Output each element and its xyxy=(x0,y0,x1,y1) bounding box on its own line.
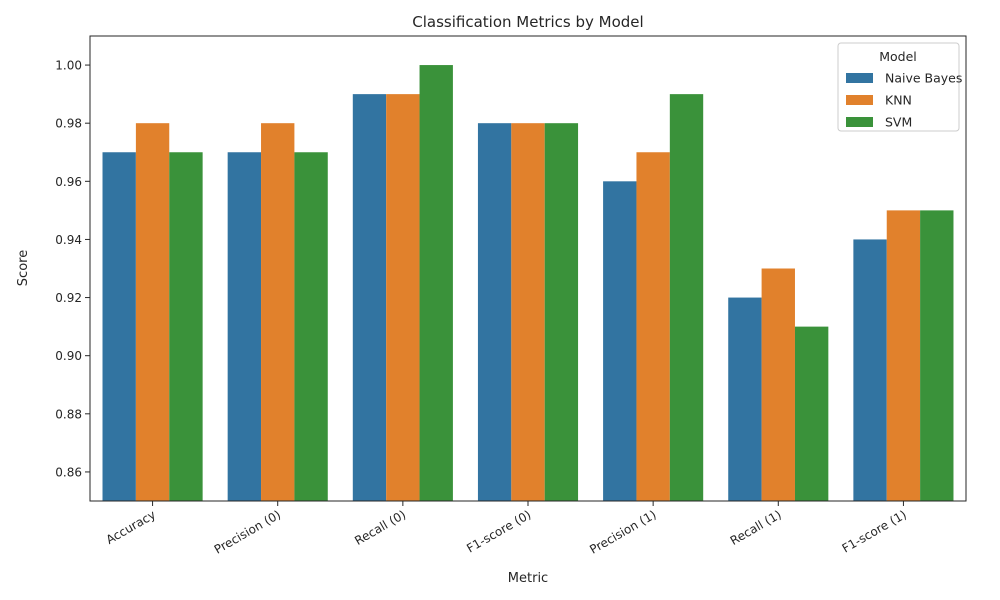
x-axis: Accuracy Precision (0) Recall (0) F1-score … xyxy=(104,501,909,557)
bar-naive-bayes-3 xyxy=(477,123,512,501)
y-tick-label: 0.90 xyxy=(55,349,82,363)
legend-swatch-naive-bayes xyxy=(846,73,873,83)
y-tick-label: 0.98 xyxy=(55,117,82,131)
legend-swatch-knn xyxy=(846,95,873,105)
bar-knn-4 xyxy=(636,152,670,501)
legend-box xyxy=(837,42,960,132)
legend-label-naive-bayes: Naive Bayes xyxy=(885,71,962,86)
bar-naive-bayes-5 xyxy=(728,297,762,501)
x-axis-label: Metric xyxy=(508,571,548,586)
legend-label-svm: SVM xyxy=(885,115,912,130)
x-tick-label: Recall (1) xyxy=(728,507,784,547)
bar-knn-5 xyxy=(761,268,795,501)
legend-swatch-svm xyxy=(846,117,873,127)
bar-knn-1 xyxy=(261,123,295,501)
bar-naive-bayes-4 xyxy=(603,181,637,501)
x-tick-label: F1-score (1) xyxy=(840,507,909,555)
x-tick-label: Precision (0) xyxy=(212,507,283,556)
y-axis: 0.86 0.88 0.90 0.92 0.94 0.96 0.98 1.00 xyxy=(55,59,90,479)
bar-svm-0 xyxy=(169,152,203,501)
chart-title: Classification Metrics by Model xyxy=(412,13,643,31)
bar-naive-bayes-1 xyxy=(227,152,262,501)
bar-svm-5 xyxy=(794,326,829,501)
bar-svm-4 xyxy=(669,94,704,501)
bar-svm-1 xyxy=(294,152,328,501)
bars-group xyxy=(102,65,954,501)
bar-svm-6 xyxy=(920,210,954,501)
bar-naive-bayes-0 xyxy=(102,152,136,501)
bar-knn-3 xyxy=(511,123,545,501)
legend-label-knn: KNN xyxy=(885,93,912,108)
x-tick-label: Recall (0) xyxy=(352,507,408,547)
y-tick-label: 0.94 xyxy=(55,233,82,247)
y-tick-label: 0.88 xyxy=(55,407,82,421)
x-tick-label: Accuracy xyxy=(104,507,158,547)
x-tick-label: Precision (1) xyxy=(587,507,658,556)
legend-title: Model xyxy=(879,49,917,64)
y-tick-label: 0.92 xyxy=(55,291,82,305)
bar-svm-2 xyxy=(419,65,453,501)
bar-naive-bayes-2 xyxy=(352,94,387,501)
y-axis-label: Score xyxy=(16,250,31,286)
y-tick-label: 0.96 xyxy=(55,175,82,189)
bar-knn-6 xyxy=(886,210,921,501)
bar-svm-3 xyxy=(544,123,579,501)
x-tick-label: F1-score (0) xyxy=(464,507,533,555)
bar-knn-2 xyxy=(386,94,420,501)
plot-frame xyxy=(89,35,967,502)
bar-knn-0 xyxy=(135,123,170,501)
bar-naive-bayes-6 xyxy=(853,239,887,501)
y-tick-label: 0.86 xyxy=(55,465,82,479)
y-tick-label: 1.00 xyxy=(55,59,82,73)
legend: Model Naive Bayes KNN SVM xyxy=(837,42,962,132)
